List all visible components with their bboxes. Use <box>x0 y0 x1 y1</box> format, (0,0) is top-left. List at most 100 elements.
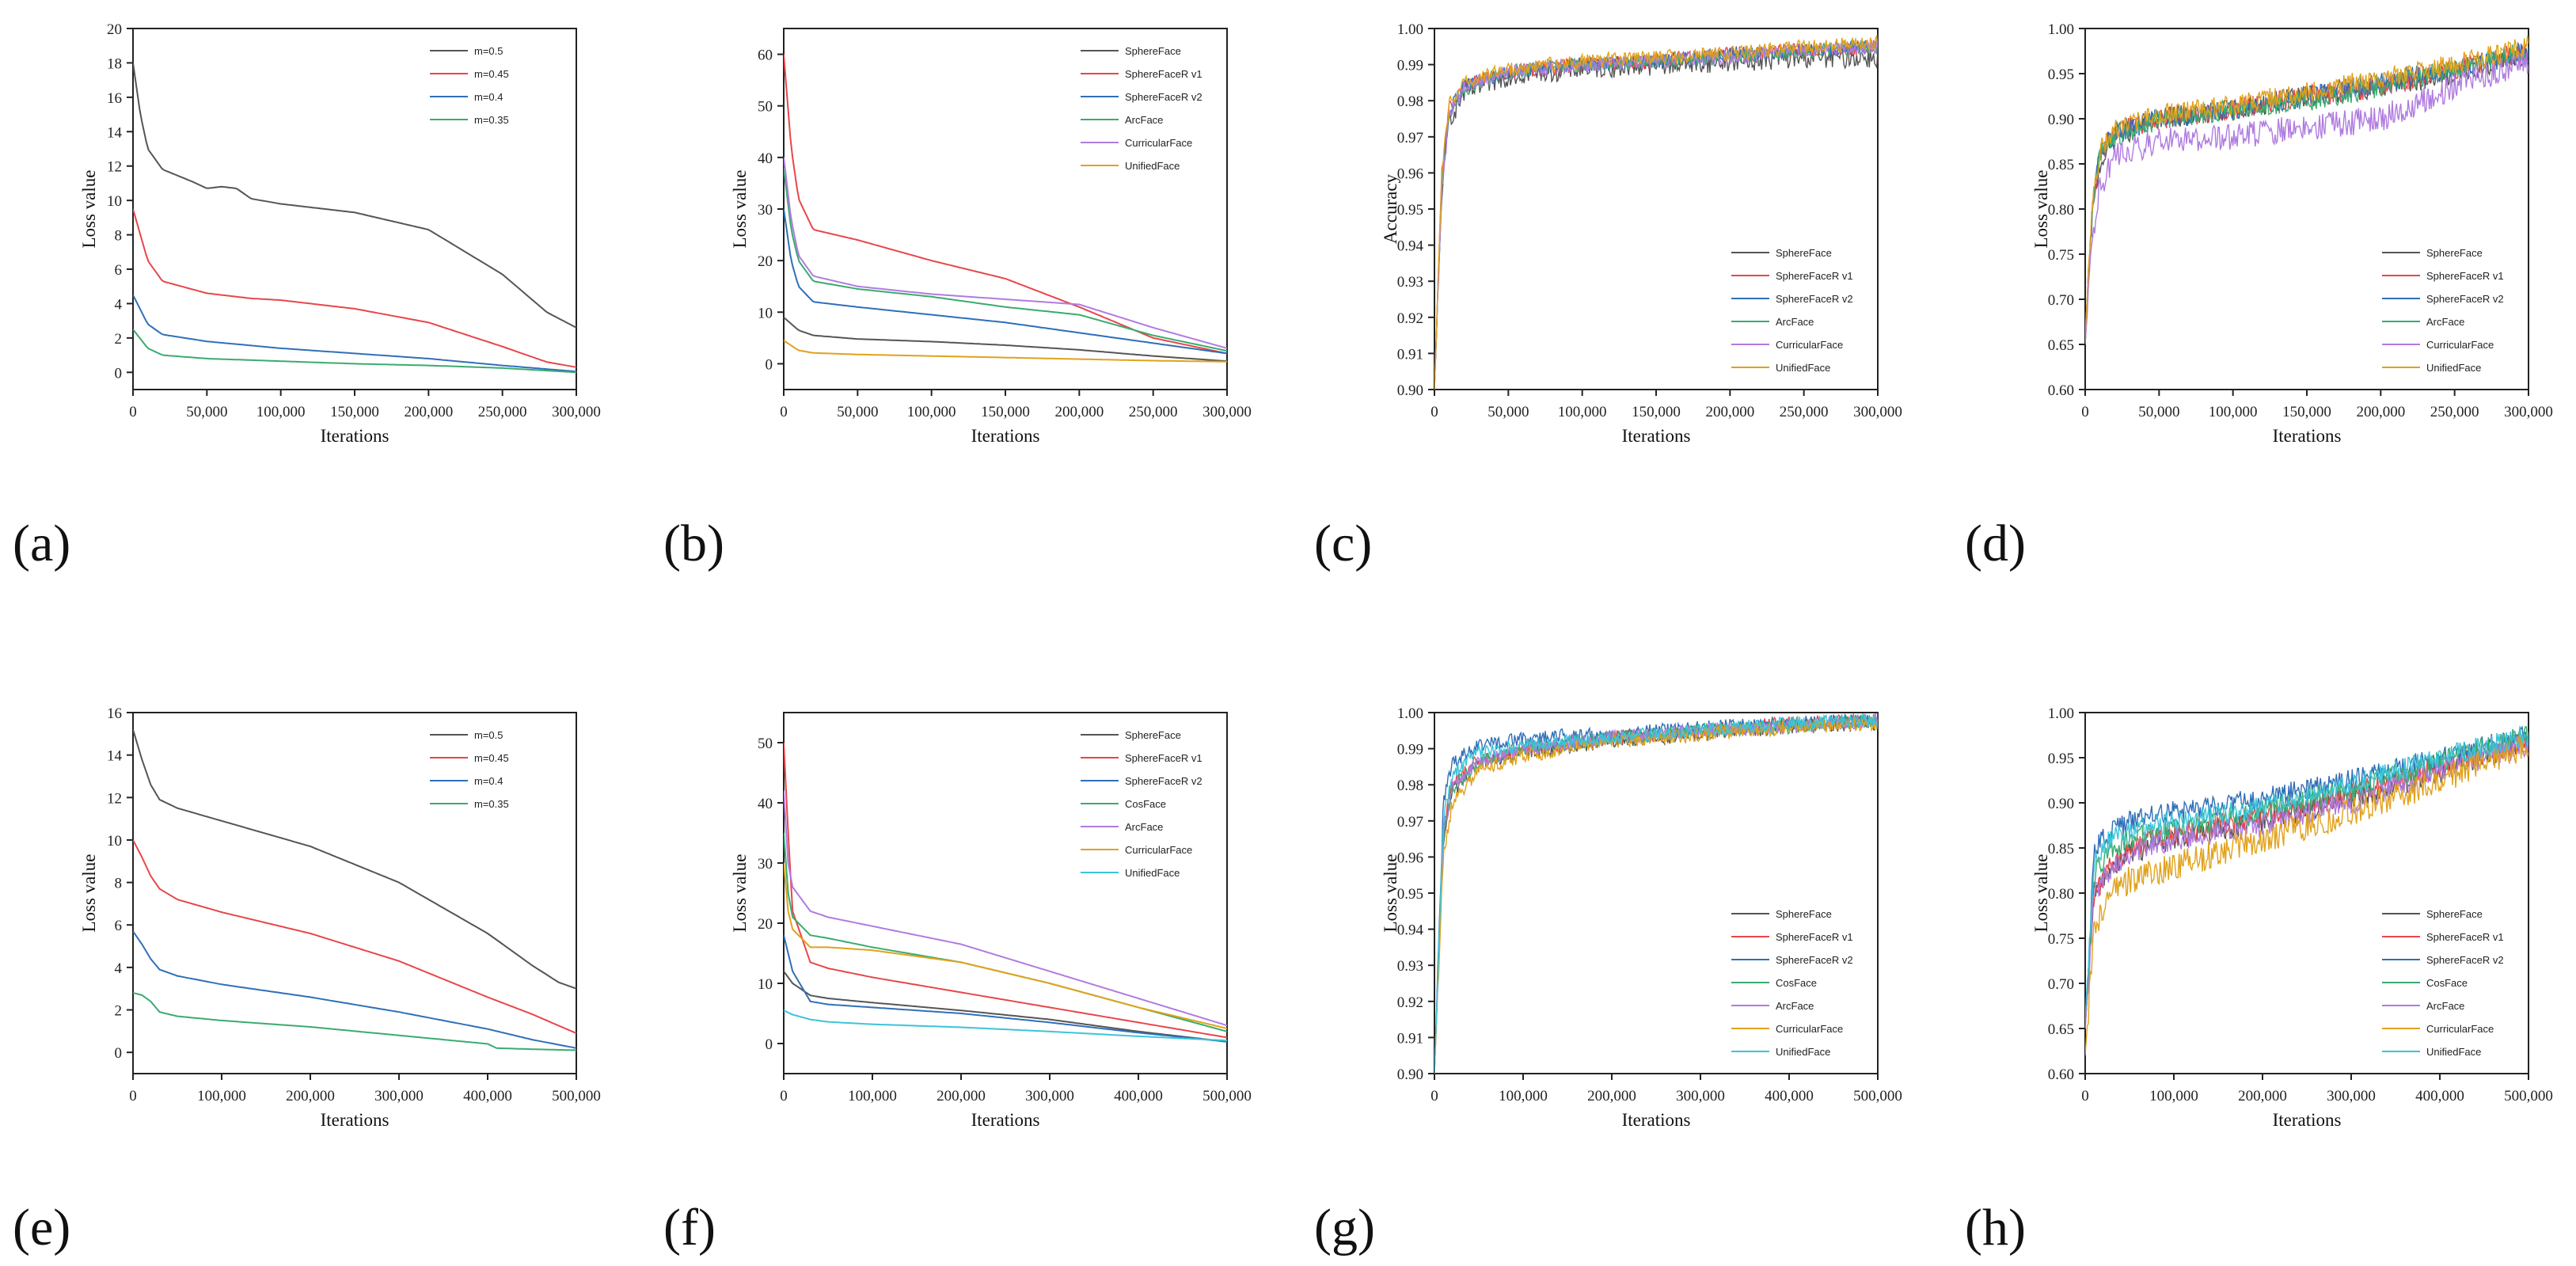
legend-label: ArcFace <box>1125 114 1163 126</box>
x-tick-label: 0 <box>129 404 137 420</box>
y-tick-label: 0.80 <box>2048 886 2074 903</box>
x-axis-label: Iterations <box>971 1110 1040 1130</box>
series-line-spherefacer-v2 <box>2085 725 2529 1029</box>
x-tick-label: 400,000 <box>2415 1088 2464 1104</box>
series-line-arcface <box>784 167 1227 352</box>
series-line-cosface <box>1434 713 1878 1074</box>
legend-label: UnifiedFace <box>1776 362 1830 374</box>
y-tick-label: 20 <box>758 253 773 270</box>
y-tick-label: 10 <box>758 305 773 321</box>
x-axis-label: Iterations <box>1622 1110 1691 1130</box>
x-tick-label: 300,000 <box>1203 404 1252 420</box>
legend-label: ArcFace <box>2426 316 2464 328</box>
x-tick-label: 100,000 <box>1499 1088 1548 1104</box>
x-tick-label: 100,000 <box>2209 404 2258 420</box>
x-tick-label: 500,000 <box>2504 1088 2553 1104</box>
y-tick-label: 14 <box>107 124 123 141</box>
series-line-spherefacer-v1 <box>784 54 1227 355</box>
x-tick-label: 0 <box>2081 1088 2089 1104</box>
legend: m=0.5 m=0.45 m=0.4 m=0.35 <box>430 729 509 810</box>
y-axis-label: Loss value <box>730 169 750 248</box>
y-tick-label: 0.60 <box>2048 1066 2074 1083</box>
y-tick-label: 0.93 <box>1397 958 1423 975</box>
legend-label: CosFace <box>2426 977 2468 989</box>
x-tick-label: 0 <box>1430 1088 1438 1104</box>
series-line-m-0-4 <box>133 295 576 373</box>
x-tick-label: 200,000 <box>937 1088 986 1104</box>
y-axis-label: Loss value <box>730 854 750 932</box>
y-tick-label: 0.91 <box>1397 1030 1423 1047</box>
legend-label: SphereFaceR v1 <box>1776 931 1853 943</box>
y-tick-label: 2 <box>115 1003 123 1020</box>
chart-b: 0 50,000 100,000 150,000 200,000 250,000 300,0… <box>663 28 1252 572</box>
y-tick-label: 0.85 <box>2048 157 2074 173</box>
y-tick-label: 0.97 <box>1397 130 1423 146</box>
series-line-sphereface <box>1434 717 1878 1074</box>
y-tick-label: 60 <box>758 48 773 64</box>
y-tick-label: 0.75 <box>2048 247 2074 264</box>
legend-label: SphereFaceR v2 <box>2426 293 2504 305</box>
panel-label: (e) <box>13 1199 70 1256</box>
y-tick-label: 16 <box>107 90 122 107</box>
series-line-m-0-45 <box>133 839 576 1034</box>
x-tick-label: 150,000 <box>981 404 1030 420</box>
y-tick-label: 0.65 <box>2048 337 2074 354</box>
y-tick-label: 0.95 <box>2048 751 2074 767</box>
legend-label: CurricularFace <box>2426 1023 2494 1035</box>
y-tick-label: 16 <box>107 705 122 722</box>
y-tick-label: 1.00 <box>2048 705 2074 722</box>
panel-label: (h) <box>1965 1199 2026 1256</box>
y-tick-label: 0.96 <box>1397 850 1423 866</box>
series-line-sphereface <box>784 971 1227 1043</box>
series-line-curricularface <box>784 862 1227 1029</box>
panel-label: (c) <box>1314 515 1372 572</box>
x-tick-label: 300,000 <box>2327 1088 2376 1104</box>
legend-label: CosFace <box>1776 977 1817 989</box>
x-tick-label: 300,000 <box>1025 1088 1074 1104</box>
y-tick-label: 4 <box>115 960 123 977</box>
x-tick-label: 150,000 <box>2282 404 2331 420</box>
series-line-m-0-35 <box>133 992 576 1051</box>
legend-label: ArcFace <box>1125 821 1163 833</box>
legend-label: m=0.4 <box>474 91 503 103</box>
y-tick-label: 20 <box>107 21 122 38</box>
x-tick-label: 200,000 <box>286 1088 335 1104</box>
legend-label: ArcFace <box>1776 316 1814 328</box>
x-tick-label: 400,000 <box>1765 1088 1814 1104</box>
y-tick-label: 40 <box>758 150 773 167</box>
y-tick-label: 10 <box>107 833 122 850</box>
y-tick-label: 10 <box>107 193 122 210</box>
x-axis-label: Iterations <box>321 1110 389 1130</box>
legend-label: UnifiedFace <box>2426 362 2481 374</box>
chart-f: 0 100,000 200,000 300,000 400,000 500,000 0 10 2… <box>663 712 1252 1256</box>
x-tick-label: 500,000 <box>1853 1088 1902 1104</box>
legend: SphereFace SphereFaceR v1 SphereFaceR v2 Ar… <box>1081 45 1203 172</box>
y-tick-label: 0.98 <box>1397 777 1423 794</box>
legend-label: m=0.35 <box>474 798 509 810</box>
x-tick-label: 100,000 <box>848 1088 897 1104</box>
y-tick-label: 1.00 <box>1397 705 1423 722</box>
legend-label: SphereFaceR v2 <box>1125 775 1203 787</box>
panel-label: (d) <box>1965 515 2026 572</box>
y-tick-label: 8 <box>115 228 123 245</box>
y-tick-label: 0.80 <box>2048 202 2074 219</box>
legend: SphereFace SphereFaceR v1 SphereFaceR v2 Ar… <box>1731 247 1853 374</box>
plot-frame <box>132 712 577 1074</box>
x-axis-label: Iterations <box>2273 1110 2342 1130</box>
legend-label: UnifiedFace <box>2426 1046 2481 1058</box>
legend-label: ArcFace <box>1776 1000 1814 1012</box>
legend: SphereFace SphereFaceR v1 SphereFaceR v2 Co… <box>1731 908 1853 1058</box>
legend: SphereFace SphereFaceR v1 SphereFaceR v2 Co… <box>2382 908 2504 1058</box>
series-line-spherefacer-v2 <box>784 934 1227 1043</box>
y-tick-label: 30 <box>758 202 773 219</box>
y-tick-label: 0.90 <box>1397 1066 1423 1083</box>
legend-label: SphereFaceR v1 <box>2426 270 2504 282</box>
series-line-sphereface <box>1434 44 1878 390</box>
legend-label: m=0.4 <box>474 775 503 787</box>
series-line-sphereface <box>784 317 1227 363</box>
x-tick-label: 50,000 <box>2138 404 2179 420</box>
y-tick-label: 0.95 <box>1397 202 1423 219</box>
x-tick-label: 200,000 <box>2238 1088 2287 1104</box>
y-tick-label: 0.95 <box>2048 67 2074 83</box>
